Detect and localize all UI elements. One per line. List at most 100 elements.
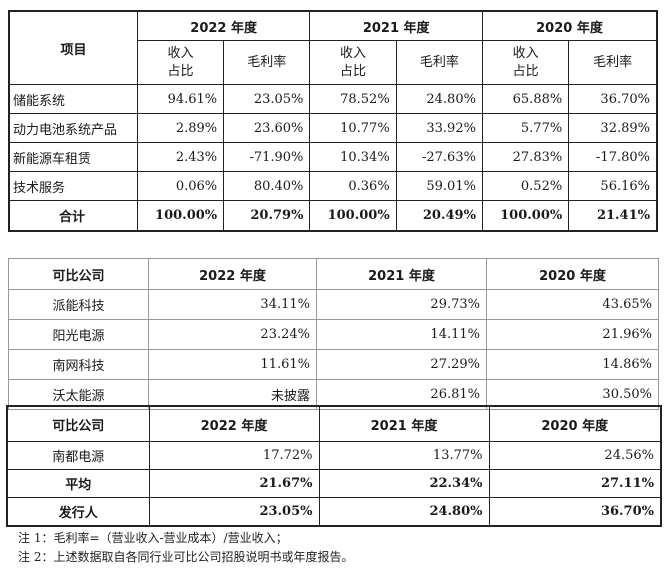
revenue-margin-table: 项目 2022 年度 2021 年度 2020 年度 收入 占比 毛利率 收入 … (8, 10, 658, 232)
cell-value: 36.70% (568, 84, 658, 114)
cell-value: 14.11% (316, 319, 487, 350)
cell-value: 29.73% (316, 289, 487, 320)
table-header-row: 可比公司 2022 年度 2021 年度 2020 年度 (6, 405, 662, 442)
table-row: 技术服务 0.06% 80.40% 0.36% 59.01% 0.52% 56.… (8, 171, 658, 201)
cell-value: 100.00% (309, 200, 397, 232)
cell-value: 43.65% (486, 289, 659, 320)
footnotes: 注 1：毛利率=（营业收入-营业成本）/营业收入； 注 2：上述数据取自各同行业… (18, 529, 353, 567)
gross-margin-header: 毛利率 (568, 40, 658, 85)
comparable-companies-table: 可比公司 2022 年度 2021 年度 2020 年度 派能科技 34.11%… (8, 258, 659, 410)
cell-value: 0.52% (481, 171, 570, 201)
cell-value: 27.83% (481, 142, 570, 172)
revenue-share-header: 收入 占比 (136, 40, 225, 85)
cell-value: 30.50% (486, 379, 659, 410)
cell-value: 2.89% (136, 113, 225, 143)
row-label: 储能系统 (8, 84, 138, 114)
cell-value: 24.56% (488, 441, 662, 470)
cell-value: 34.11% (148, 289, 317, 320)
cell-value: -27.63% (395, 142, 483, 172)
header-cell: 2022 年度 (148, 405, 320, 442)
cell-value: 17.72% (148, 441, 320, 470)
table-row: 新能源车租赁 2.43% -71.90% 10.34% -27.63% 27.8… (8, 142, 658, 172)
cell-value: 100.00% (481, 200, 570, 232)
cell-value: -71.90% (223, 142, 311, 172)
gross-margin-header: 毛利率 (223, 40, 311, 85)
cell-value: 20.79% (223, 200, 311, 232)
cell-value: -17.80% (568, 142, 658, 172)
table-row: 动力电池系统产品 2.89% 23.60% 10.77% 33.92% 5.77… (8, 113, 658, 143)
header-cell: 可比公司 (8, 258, 149, 290)
cell-value: 14.86% (486, 349, 659, 380)
cell-value: 27.29% (316, 349, 487, 380)
cell-value: 21.96% (486, 319, 659, 350)
year-header-2020: 2020 年度 (481, 10, 658, 41)
row-label: 动力电池系统产品 (8, 113, 138, 143)
cell-value: 22.34% (318, 469, 490, 498)
table-row: 南都电源 17.72% 13.77% 24.56% (6, 441, 662, 470)
footnote: 注 1：毛利率=（营业收入-营业成本）/营业收入； (18, 531, 288, 545)
cell-value: 23.05% (223, 84, 311, 114)
table-row: 阳光电源 23.24% 14.11% 21.96% (8, 319, 659, 350)
cell-value: 24.80% (395, 84, 483, 114)
row-label: 平均 (6, 469, 150, 498)
year-header-2021: 2021 年度 (309, 10, 483, 41)
cell-value: 32.89% (568, 113, 658, 143)
row-label: 南都电源 (6, 441, 150, 470)
cell-value: 56.16% (568, 171, 658, 201)
cell-value: 21.41% (568, 200, 658, 232)
cell-value: 100.00% (136, 200, 225, 232)
header-cell: 2020 年度 (488, 405, 662, 442)
footnote: 注 2：上述数据取自各同行业可比公司招股说明书或年度报告。 (18, 550, 354, 564)
cell-value: 78.52% (309, 84, 397, 114)
cell-value: 11.61% (148, 349, 317, 380)
table-header-row: 可比公司 2022 年度 2021 年度 2020 年度 (8, 258, 659, 290)
row-label: 阳光电源 (8, 319, 149, 350)
table-row: 储能系统 94.61% 23.05% 78.52% 24.80% 65.88% … (8, 84, 658, 114)
cell-value: 21.67% (148, 469, 320, 498)
header-cell: 2021 年度 (318, 405, 490, 442)
comparable-companies-table-continued: 可比公司 2022 年度 2021 年度 2020 年度 南都电源 17.72%… (6, 405, 662, 527)
cell-value: 94.61% (136, 84, 225, 114)
cell-value: 23.60% (223, 113, 311, 143)
row-label: 技术服务 (8, 171, 138, 201)
total-row: 合计 100.00% 20.79% 100.00% 20.49% 100.00%… (8, 200, 658, 232)
header-cell: 2022 年度 (148, 258, 317, 290)
row-label: 沃太能源 (8, 379, 149, 410)
project-header: 项目 (8, 10, 138, 85)
table-row: 派能科技 34.11% 29.73% 43.65% (8, 289, 659, 320)
cell-value: 0.36% (309, 171, 397, 201)
row-label: 派能科技 (8, 289, 149, 320)
cell-value: 13.77% (318, 441, 490, 470)
cell-value: 10.77% (309, 113, 397, 143)
cell-value: 23.05% (148, 497, 320, 527)
row-label: 新能源车租赁 (8, 142, 138, 172)
cell-value: 23.24% (148, 319, 317, 350)
revenue-share-header: 收入 占比 (481, 40, 570, 85)
average-row: 平均 21.67% 22.34% 27.11% (6, 469, 662, 498)
total-label: 合计 (8, 200, 138, 232)
row-label: 南网科技 (8, 349, 149, 380)
cell-value: 59.01% (395, 171, 483, 201)
cell-value: 10.34% (309, 142, 397, 172)
cell-value: 27.11% (488, 469, 662, 498)
cell-value: 5.77% (481, 113, 570, 143)
cell-value: 20.49% (395, 200, 483, 232)
header-cell: 2021 年度 (316, 258, 487, 290)
revenue-share-header: 收入 占比 (309, 40, 397, 85)
cell-value: 24.80% (318, 497, 490, 527)
header-cell: 可比公司 (6, 405, 150, 442)
cell-value: 80.40% (223, 171, 311, 201)
issuer-row: 发行人 23.05% 24.80% 36.70% (6, 497, 662, 527)
cell-value: 0.06% (136, 171, 225, 201)
year-header-2022: 2022 年度 (136, 10, 311, 41)
table-row: 南网科技 11.61% 27.29% 14.86% (8, 349, 659, 380)
table-row: 沃太能源 未披露 26.81% 30.50% (8, 379, 659, 410)
cell-value: 2.43% (136, 142, 225, 172)
header-cell: 2020 年度 (486, 258, 659, 290)
gross-margin-header: 毛利率 (395, 40, 483, 85)
cell-value: 36.70% (488, 497, 662, 527)
cell-value: 33.92% (395, 113, 483, 143)
cell-value: 未披露 (148, 379, 317, 410)
cell-value: 65.88% (481, 84, 570, 114)
row-label: 发行人 (6, 497, 150, 527)
